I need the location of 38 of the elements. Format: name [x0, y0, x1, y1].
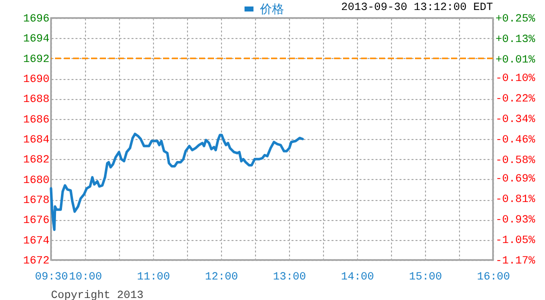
text: 2013-09-30 13:12:00 EDT — [341, 2, 494, 14]
y-tick-label: 1674 — [23, 235, 50, 248]
x-tick-label: 09:30 — [34, 272, 68, 284]
x-tick-label: 14:00 — [340, 272, 374, 284]
y2-tick-label: -0.81% — [496, 194, 536, 206]
y2-tick-label: +0.13% — [496, 34, 536, 46]
y2-tick-label: -0.93% — [496, 214, 536, 227]
y-tick-label: 1690 — [23, 74, 50, 86]
y-tick-label: 1686 — [23, 114, 50, 126]
y-tick-label: 1696 — [23, 14, 50, 26]
x-tick-label: 15:00 — [408, 272, 442, 284]
y-tick-label: 1676 — [23, 215, 50, 228]
text: Copyright 2013 — [51, 290, 144, 300]
x-tick-label: 10:00 — [68, 272, 102, 284]
y2-tick-label: +0.01% — [496, 54, 536, 66]
y2-tick-label: -0.58% — [496, 154, 536, 167]
x-tick-label: 12:00 — [204, 272, 238, 284]
y-tick-label: 1694 — [23, 34, 50, 46]
y2-tick-label: -1.05% — [496, 235, 536, 248]
y2-tick-label: -0.34% — [496, 114, 536, 126]
y2-tick-label: +0.25% — [496, 14, 536, 26]
y2-tick-label: -0.22% — [496, 94, 536, 106]
y-tick-label: 1692 — [23, 54, 50, 66]
y-tick-label: 1678 — [23, 195, 50, 207]
y2-tick-label: -0.46% — [496, 134, 536, 146]
y-tick-label: 1688 — [23, 94, 50, 106]
x-tick-label: 16:00 — [476, 272, 510, 284]
y-tick-label: 1672 — [23, 256, 50, 268]
x-tick-label: 13:00 — [272, 272, 306, 284]
y2-tick-label: -1.17% — [496, 256, 536, 268]
y2-tick-label: -0.10% — [496, 73, 536, 86]
line-series — [50, 132, 304, 231]
x-tick-label: 11:00 — [136, 272, 170, 284]
y2-tick-label: -0.69% — [496, 174, 536, 186]
y-tick-label: 1684 — [23, 134, 50, 146]
legend-label: 价格 — [259, 2, 284, 16]
y-tick-label: 1682 — [23, 154, 50, 167]
y-tick-label: 1680 — [23, 174, 50, 187]
